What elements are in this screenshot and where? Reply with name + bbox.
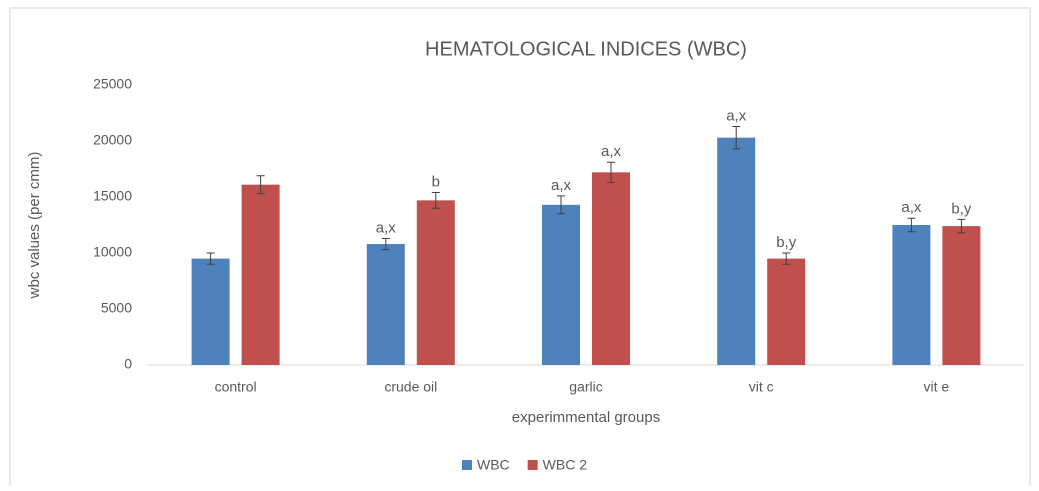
y-tick-label: 25000 xyxy=(93,76,132,92)
error-bar xyxy=(381,237,390,251)
bar xyxy=(767,258,806,365)
chart-title: HEMATOLOGICAL INDICES (WBC) xyxy=(425,38,747,60)
annotation: a,x xyxy=(551,177,572,194)
x-tick-label: crude oil xyxy=(384,379,437,395)
y-tick-label: 5000 xyxy=(101,300,132,316)
bar xyxy=(191,258,230,365)
bar xyxy=(416,200,455,365)
legend-swatch xyxy=(462,460,472,470)
error-bar xyxy=(206,252,215,265)
x-axis-label: experimmental groups xyxy=(512,409,660,426)
error-bar xyxy=(607,161,615,183)
legend-swatch xyxy=(527,460,538,470)
error-bar xyxy=(256,175,265,195)
y-tick-label: 0 xyxy=(124,356,132,372)
legend-label: WBC 2 xyxy=(543,457,588,473)
x-tick-label: garlic xyxy=(569,379,602,395)
error-bar xyxy=(957,218,966,234)
annotation: a,x xyxy=(601,143,622,160)
annotation: a,x xyxy=(901,199,922,216)
x-tick-label: vit c xyxy=(749,379,774,395)
x-tick-label: control xyxy=(215,379,257,395)
annotation: b xyxy=(432,173,440,190)
error-bar xyxy=(732,125,741,150)
annotation: a,x xyxy=(376,219,397,236)
error-bar xyxy=(431,192,440,209)
error-bar xyxy=(782,252,791,265)
bar xyxy=(717,137,756,365)
y-axis-label: wbc values (per cmm) xyxy=(26,152,43,300)
x-tick-label: vit e xyxy=(924,379,950,395)
bar xyxy=(366,244,405,365)
y-tick-label: 10000 xyxy=(93,244,132,260)
bar xyxy=(241,184,280,365)
error-bar xyxy=(557,195,565,215)
chart-border xyxy=(9,7,1031,491)
bar xyxy=(892,225,931,365)
legend-label: WBC xyxy=(477,457,510,473)
annotation: b,y xyxy=(951,200,972,217)
bar xyxy=(542,204,580,365)
annotation: a,x xyxy=(726,107,747,124)
bar xyxy=(942,226,981,365)
y-tick-label: 15000 xyxy=(93,188,132,204)
y-tick-label: 20000 xyxy=(93,132,132,148)
annotation: b,y xyxy=(776,234,797,251)
error-bar xyxy=(907,217,916,233)
bar xyxy=(592,172,630,365)
